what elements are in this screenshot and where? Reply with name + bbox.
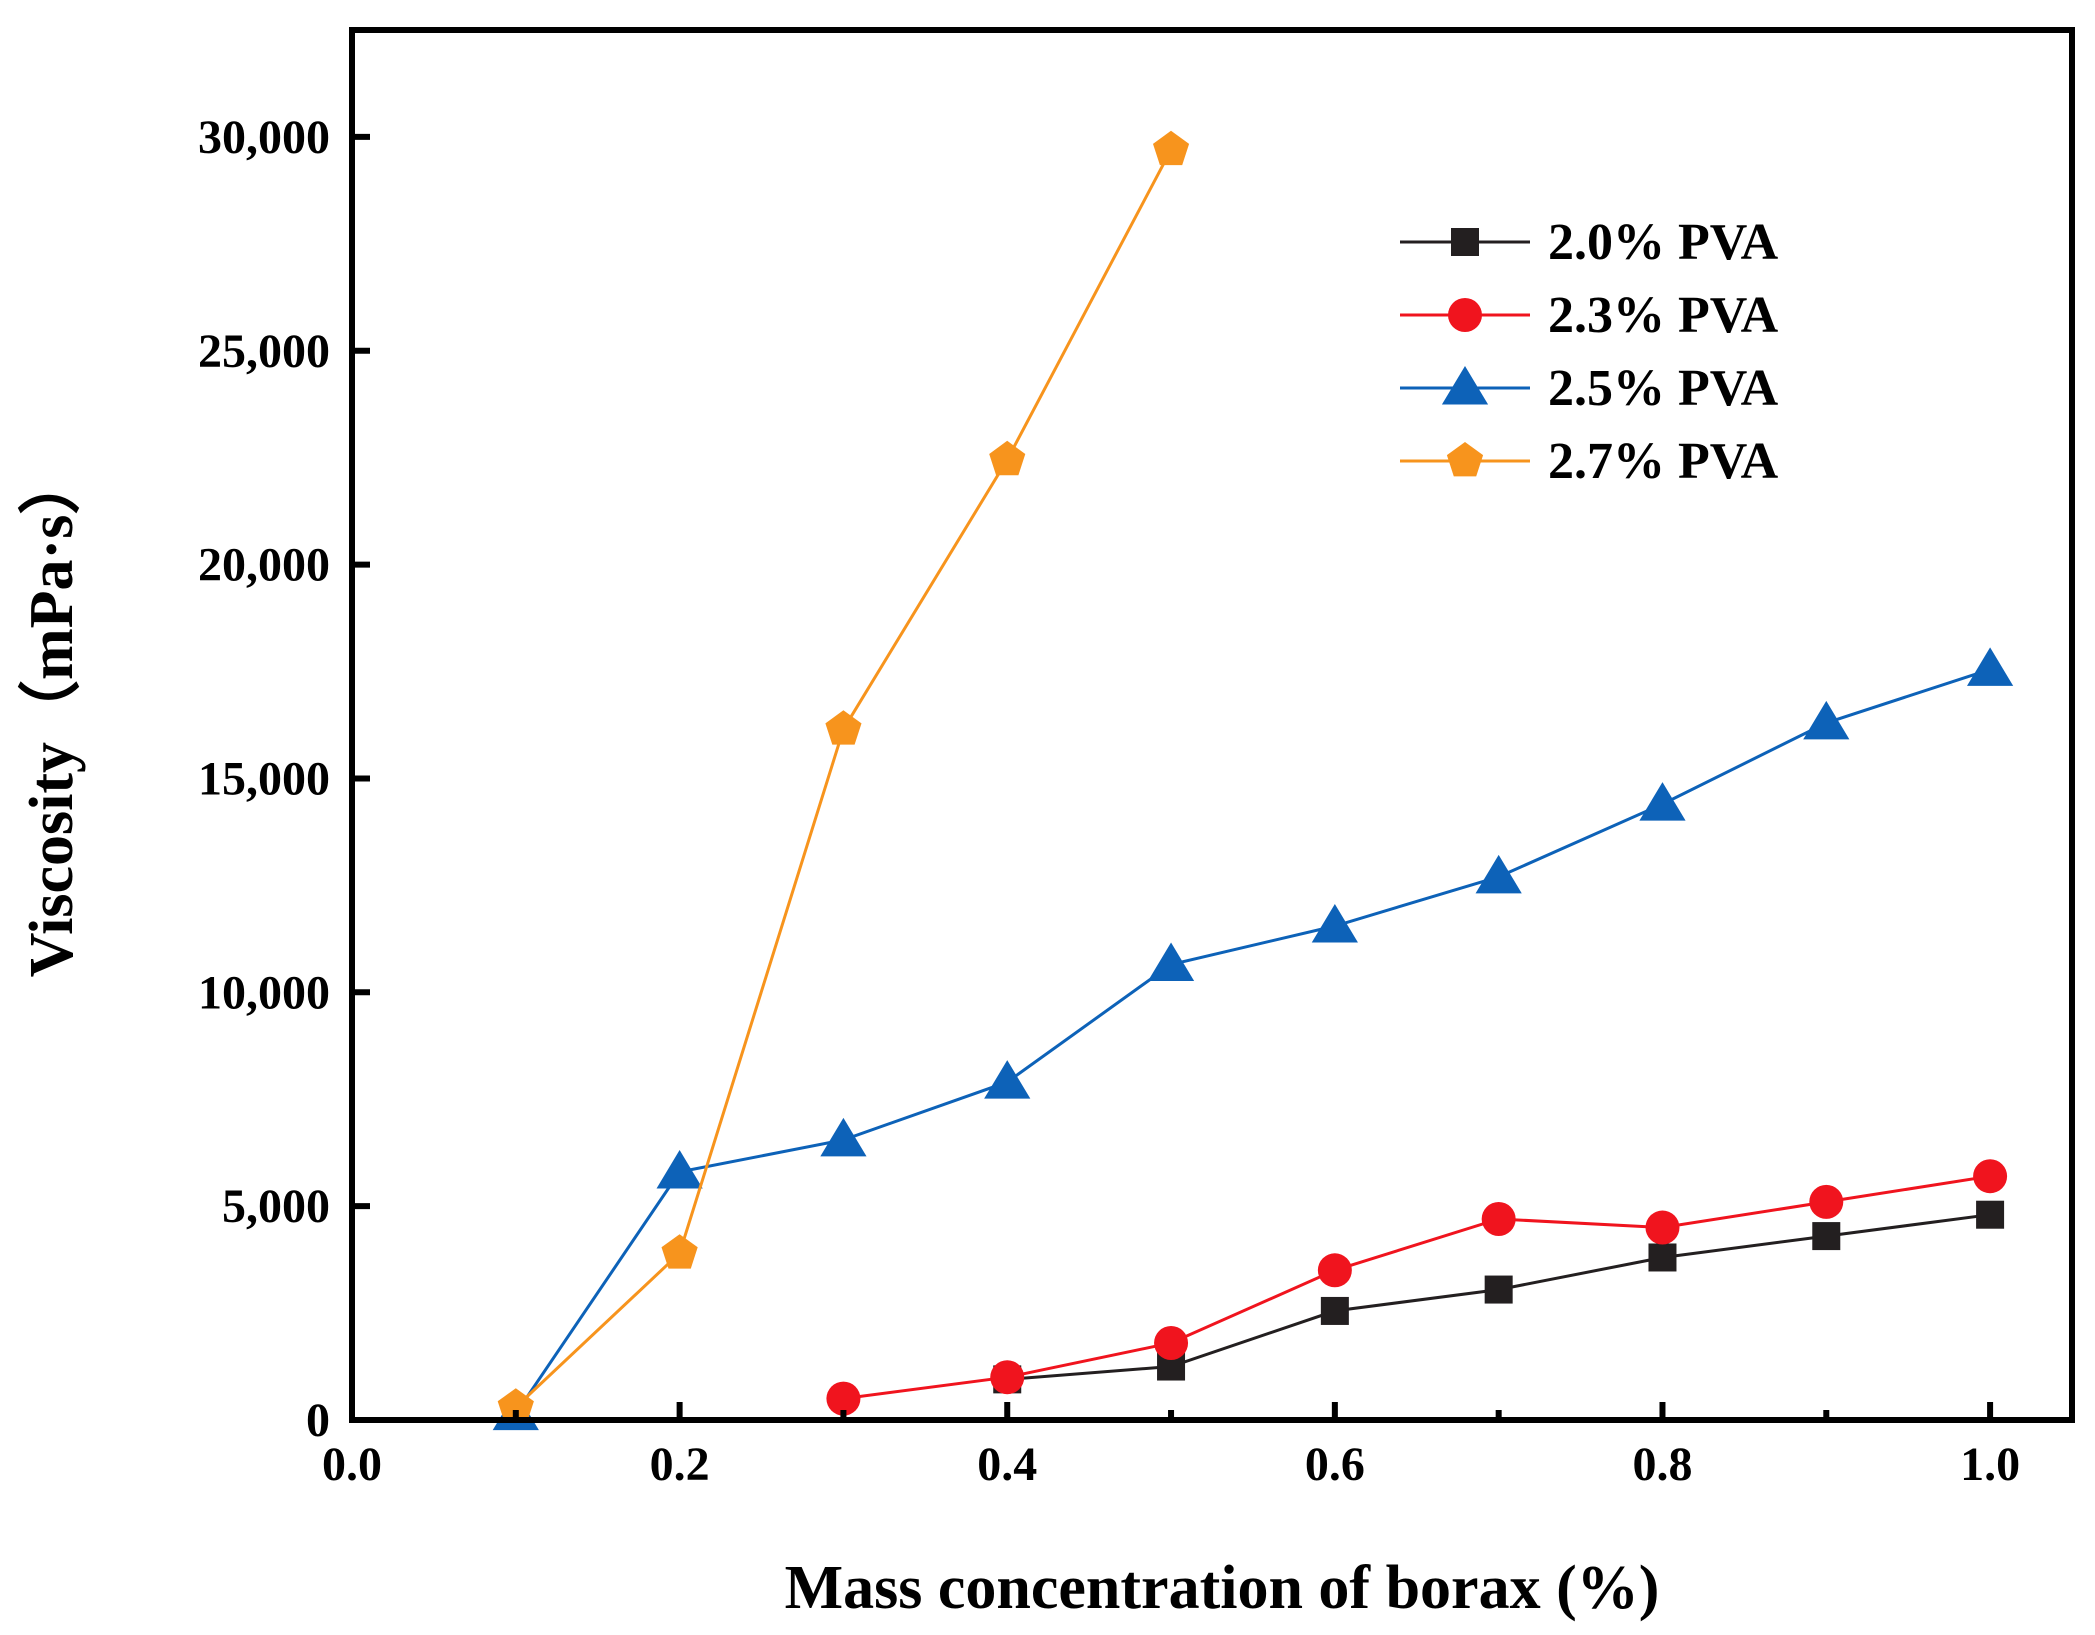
data-point <box>825 710 862 745</box>
y-tick-label: 20,000 <box>198 539 330 592</box>
x-tick-label: 0.8 <box>1632 1438 1692 1491</box>
x-tick-label: 0.4 <box>977 1438 1037 1491</box>
data-point <box>1154 1326 1189 1361</box>
legend-item: 2.3% PVA <box>1400 287 1779 344</box>
y-tick-label: 0 <box>306 1394 330 1447</box>
data-point <box>1976 1200 2005 1229</box>
y-tick-label: 10,000 <box>198 966 330 1019</box>
data-point <box>1803 700 1850 740</box>
legend-item: 2.5% PVA <box>1400 360 1779 417</box>
legend-label: 2.0% PVA <box>1548 214 1779 271</box>
y-tick-label: 5,000 <box>222 1180 330 1233</box>
legend-label: 2.7% PVA <box>1548 433 1779 490</box>
y-tick-label: 30,000 <box>198 111 330 164</box>
data-point <box>1311 904 1358 943</box>
legend-marker <box>1448 298 1482 332</box>
data-point <box>1973 1159 2008 1194</box>
legend: 2.0% PVA 2.3% PVA 2.5% PVA 2.7% PVA <box>1400 214 1779 490</box>
data-point <box>1484 1275 1513 1304</box>
x-axis-title: Mass concentration of borax (%) <box>785 1554 1660 1622</box>
data-point <box>1147 942 1195 982</box>
legend-label: 2.5% PVA <box>1548 360 1779 417</box>
legend-item: 2.7% PVA <box>1400 433 1779 490</box>
data-point <box>820 1117 867 1157</box>
y-axis-title: Viscosity（mPa·s） <box>16 453 86 978</box>
x-tick-label: 0.2 <box>650 1438 710 1491</box>
legend-label: 2.3% PVA <box>1548 287 1779 344</box>
series-line <box>843 1174 1991 1401</box>
data-point <box>1966 647 2014 686</box>
series-layer <box>492 130 2014 1431</box>
legend-marker <box>1451 228 1479 256</box>
y-tick-label: 25,000 <box>198 325 330 378</box>
data-point <box>984 1060 1031 1099</box>
legend-marker <box>1446 442 1484 477</box>
data-point <box>1639 782 1686 821</box>
data-point <box>1475 854 1522 894</box>
data-point <box>1153 130 1190 166</box>
series-pentagon <box>497 130 1190 1423</box>
series-line <box>514 667 1991 1415</box>
data-point <box>826 1381 861 1416</box>
data-point <box>1645 1210 1680 1245</box>
data-point <box>1809 1184 1844 1219</box>
x-tick-label: 1.0 <box>1960 1438 2020 1491</box>
legend-marker <box>1441 366 1489 405</box>
data-point <box>1320 1296 1349 1325</box>
data-point <box>1481 1201 1516 1236</box>
data-point <box>1812 1222 1841 1251</box>
data-point <box>989 440 1026 476</box>
y-tick-label: 15,000 <box>198 752 330 805</box>
data-point <box>1648 1243 1677 1272</box>
series-circle <box>826 1159 2008 1416</box>
legend-item: 2.0% PVA <box>1400 214 1779 271</box>
data-point <box>661 1234 698 1269</box>
data-point <box>990 1360 1025 1395</box>
axis-layer: 0.0 0.2 0.4 0.6 0.8 1.0 0 5,000 10,000 15,000 20,0… <box>198 111 2020 1491</box>
data-point <box>1317 1253 1352 1288</box>
data-point <box>656 1149 703 1189</box>
series-line <box>514 149 1173 1409</box>
series-triangle <box>492 647 2014 1431</box>
data-point <box>497 1388 534 1423</box>
x-tick-label: 0.0 <box>322 1438 382 1491</box>
plot-frame <box>349 27 2075 1423</box>
x-tick-label: 0.6 <box>1305 1438 1365 1491</box>
